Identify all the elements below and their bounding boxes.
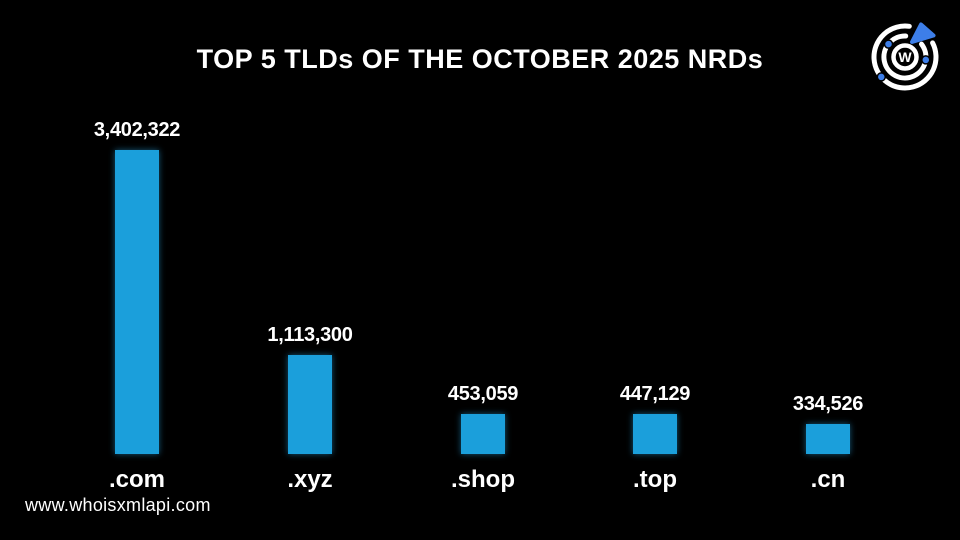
category-label: .com (108, 466, 165, 493)
bar-value-label: 453,059 (447, 383, 519, 405)
bar-.shop (461, 414, 505, 454)
logo-inner-ring (891, 43, 919, 71)
logo-node-dot-right (921, 55, 931, 65)
bar-value-label: 3,402,322 (93, 119, 181, 141)
whoisxmlapi-logo: W (871, 22, 939, 91)
logo-pennant-icon (910, 22, 936, 44)
bar-value-label: 334,526 (792, 393, 864, 415)
category-label: .xyz (287, 466, 333, 493)
bar-.com (115, 150, 159, 454)
bar-value-label: 1,113,300 (267, 324, 353, 346)
bar-.top (633, 414, 677, 454)
category-label: .top (633, 466, 677, 493)
category-label: .cn (810, 466, 846, 493)
category-label: .shop (451, 466, 515, 493)
bar-.cn (806, 424, 850, 454)
bar-.xyz (288, 355, 332, 454)
logo-outer-arc (871, 23, 939, 91)
bar-value-label: 447,129 (619, 383, 691, 405)
logo-letter: W (898, 49, 912, 65)
logo-node-dot-upper-left (883, 39, 894, 49)
page-title: TOP 5 TLDs OF THE OCTOBER 2025 NRDs (196, 44, 764, 74)
logo-node-dot-bottom-left (876, 72, 887, 82)
website-url: www.whoisxmlapi.com (25, 495, 211, 515)
